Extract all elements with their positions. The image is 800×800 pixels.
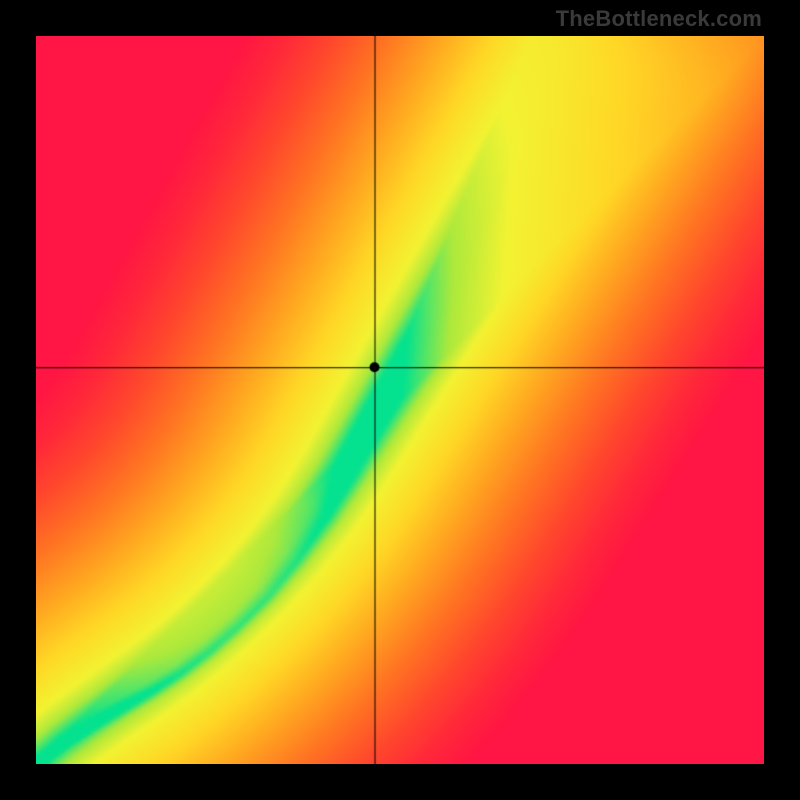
chart-container: { "watermark": "TheBottleneck.com", "cha… <box>0 0 800 800</box>
watermark-text: TheBottleneck.com <box>556 6 762 32</box>
bottleneck-heatmap <box>36 36 764 764</box>
